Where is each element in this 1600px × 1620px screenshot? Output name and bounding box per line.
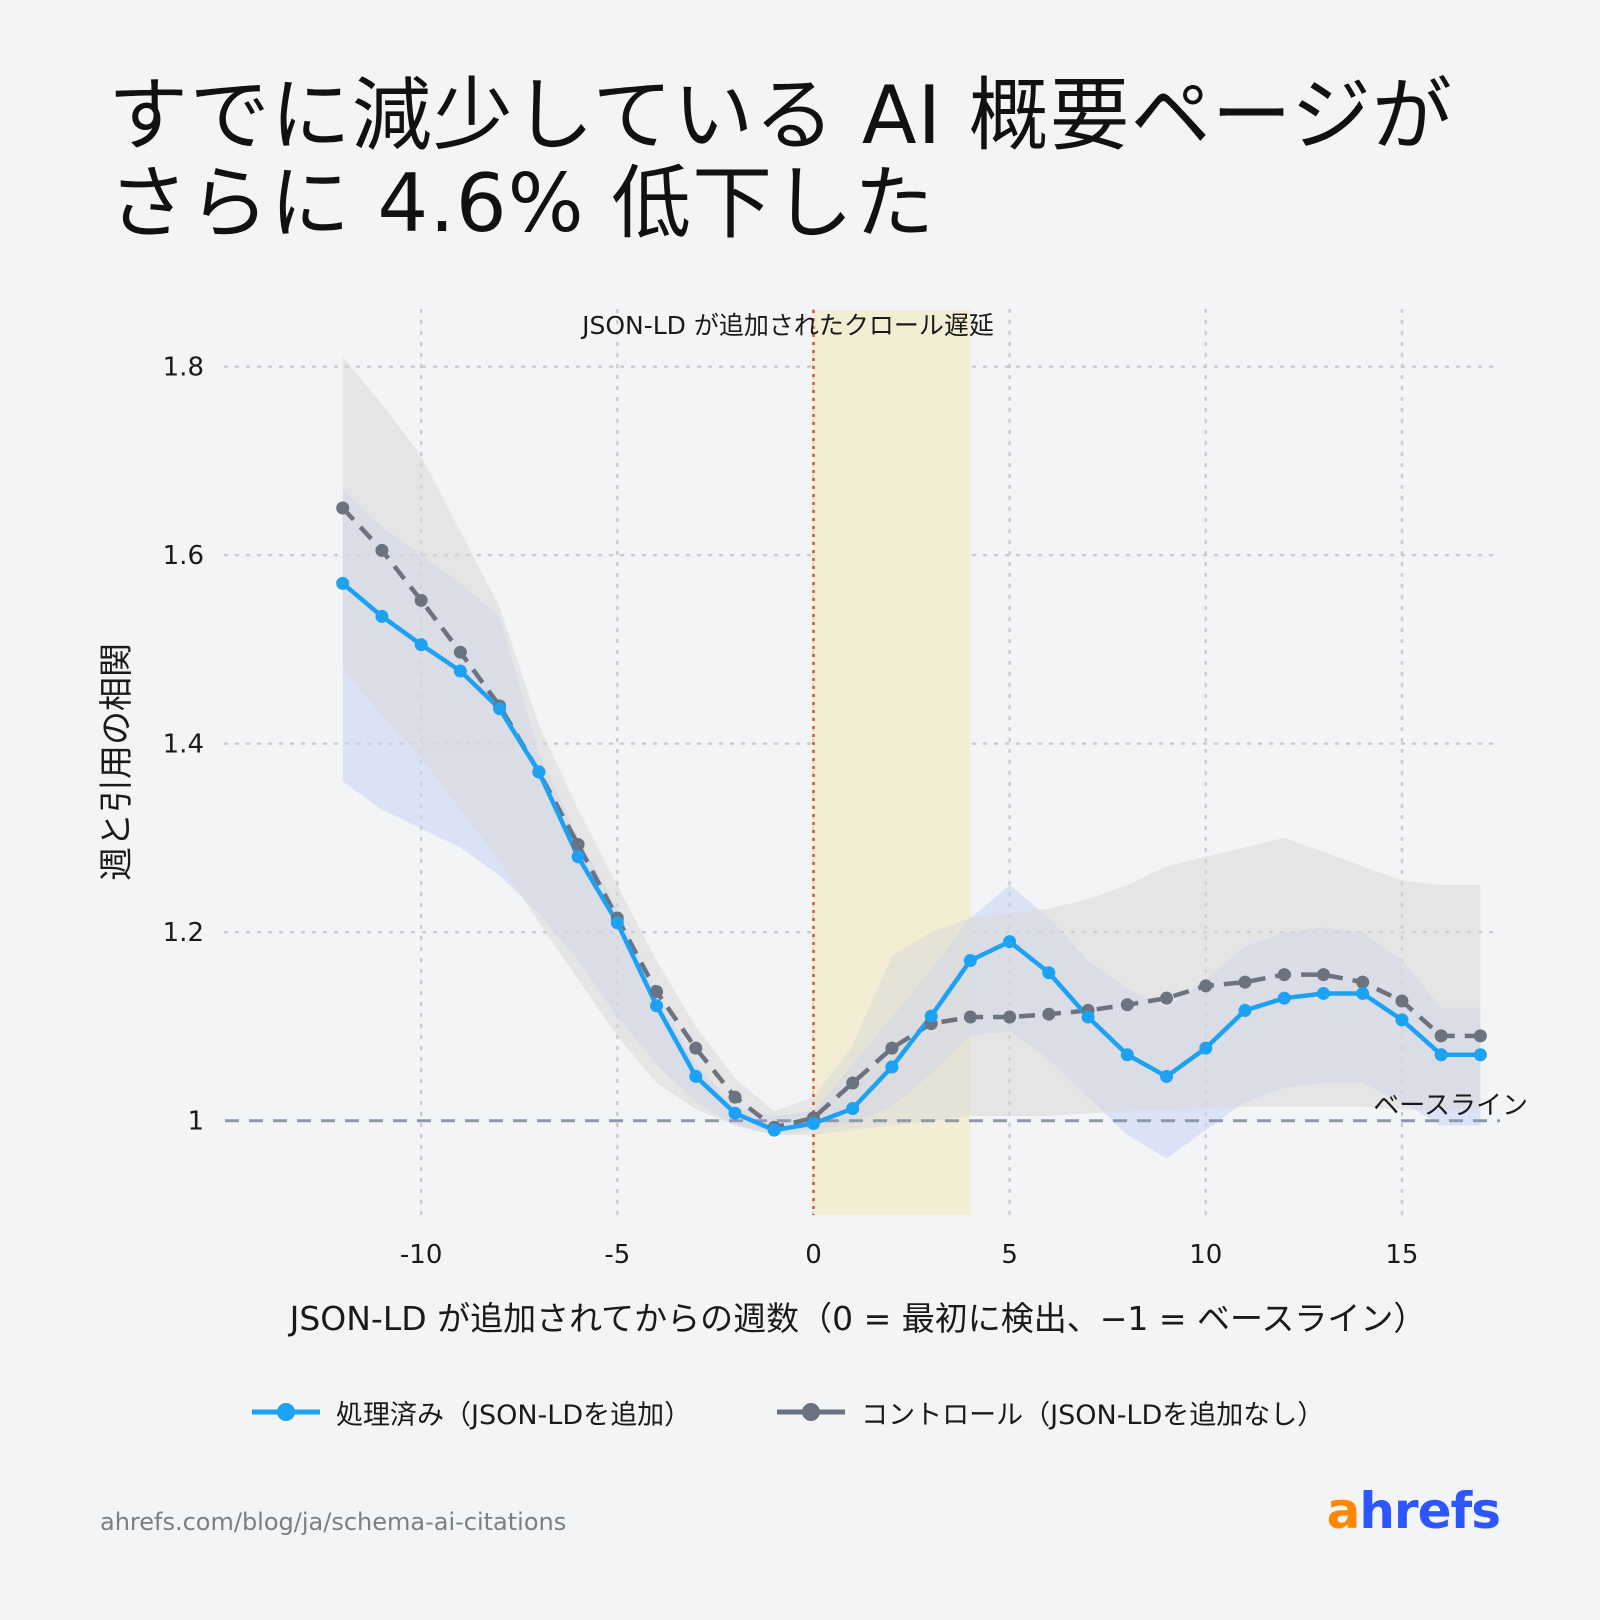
data-point-control [885, 1041, 899, 1055]
series-points [336, 501, 1487, 1137]
data-point-treated [1081, 1010, 1095, 1024]
legend-swatch-treated [252, 1403, 320, 1421]
data-point-control [963, 1010, 977, 1024]
data-point-control [1003, 1010, 1017, 1024]
data-point-treated [375, 609, 389, 623]
data-point-treated [532, 765, 546, 779]
page-title: すでに減少している AI 概要ページが さらに 4.6% 低下した [108, 72, 1528, 248]
data-point-control [1316, 968, 1330, 982]
series-line-treated [341, 581, 1481, 1133]
data-point-treated [885, 1060, 899, 1074]
data-point-control [453, 645, 467, 659]
data-point-treated [924, 1009, 938, 1023]
data-point-treated [963, 953, 977, 967]
title-line-2: さらに 4.6% 低下した [108, 157, 936, 250]
y-tick-label: 1.2 [163, 918, 204, 948]
data-point-control [1395, 994, 1409, 1008]
data-point-control [1199, 979, 1213, 993]
data-point-treated [336, 576, 350, 590]
data-point-control [1160, 991, 1174, 1005]
data-point-treated [1160, 1069, 1174, 1083]
data-point-control [336, 501, 350, 515]
legend: 処理済み（JSON-LDを追加） コントロール（JSON-LDを追加なし） [250, 1392, 1324, 1432]
data-point-control [571, 838, 585, 852]
reference-lines [225, 310, 1500, 1215]
legend-swatch-control [777, 1403, 846, 1421]
crawl-delay-label: JSON-LD が追加されたクロール遅延 [580, 311, 994, 340]
ahrefs-logo: ahrefs [1326, 1482, 1501, 1540]
data-point-treated [1316, 986, 1330, 1000]
data-point-treated [767, 1123, 781, 1137]
data-point-treated [414, 638, 428, 652]
y-axis-label: 週と引用の相関 [97, 643, 137, 881]
x-tick-label: -10 [400, 1240, 442, 1270]
data-point-treated [1003, 935, 1017, 949]
data-point-control [1120, 998, 1134, 1012]
logo-part-rest: hrefs [1359, 1482, 1501, 1540]
data-point-treated [493, 702, 507, 716]
legend-label-treated: 処理済み（JSON-LDを追加） [336, 1399, 692, 1431]
data-point-treated [1434, 1048, 1448, 1062]
data-point-treated [571, 850, 585, 864]
data-point-control [1238, 975, 1252, 989]
data-point-treated [1199, 1041, 1213, 1055]
data-point-treated [689, 1069, 703, 1083]
axis-labels: -10 -5 0 5 10 15 1 1.2 1.4 1.6 1.8 [163, 353, 1419, 1270]
data-point-control [375, 543, 389, 557]
data-point-control [689, 1041, 703, 1055]
data-point-treated [1473, 1048, 1487, 1062]
x-tick-label: -5 [604, 1240, 630, 1270]
data-point-treated [1356, 986, 1370, 1000]
data-point-treated [650, 999, 664, 1013]
logo-part-a: a [1326, 1482, 1361, 1540]
data-point-treated [806, 1117, 820, 1131]
y-tick-label: 1.6 [163, 541, 204, 571]
data-point-treated [728, 1106, 742, 1120]
data-point-control [650, 985, 664, 999]
data-point-treated [1120, 1048, 1134, 1062]
data-point-control [728, 1090, 742, 1104]
baseline-label: ベースライン [1373, 1091, 1528, 1121]
x-tick-label: 0 [805, 1240, 822, 1270]
x-tick-label: 15 [1385, 1240, 1418, 1270]
x-tick-label: 10 [1189, 1240, 1222, 1270]
data-point-control [846, 1076, 860, 1090]
data-point-control [1434, 1029, 1448, 1043]
x-tick-label: 5 [1001, 1240, 1018, 1270]
series-lines [341, 506, 1481, 1133]
data-point-treated [610, 916, 624, 930]
data-point-control [1473, 1029, 1487, 1043]
y-tick-label: 1 [187, 1107, 204, 1137]
data-point-control [1277, 968, 1291, 982]
y-tick-label: 1.4 [163, 730, 204, 760]
data-point-control [1356, 975, 1370, 989]
legend-item-treated: 処理済み（JSON-LDを追加） [250, 1393, 691, 1432]
data-point-control [1042, 1007, 1056, 1021]
title-line-1: すでに減少している AI 概要ページが [108, 69, 1453, 162]
legend-label-control: コントロール（JSON-LDを追加なし） [861, 1399, 1325, 1431]
data-point-treated [1395, 1013, 1409, 1027]
data-point-treated [1042, 966, 1056, 980]
y-tick-label: 1.8 [163, 353, 204, 383]
legend-item-control: コントロール（JSON-LDを追加なし） [775, 1393, 1324, 1432]
data-point-treated [1238, 1003, 1252, 1017]
data-point-treated [846, 1101, 860, 1115]
data-point-treated [453, 664, 467, 678]
line-chart: -10 -5 0 5 10 15 1 1.2 1.4 1.6 1.8 JSON-LD が追加されたク… [97, 308, 1528, 1338]
source-url: ahrefs.com/blog/ja/schema-ai-citations [100, 1508, 567, 1536]
x-axis-label: JSON-LD が追加されてからの週数（0 = 最初に検出、−1 = ベースライ… [288, 1299, 1427, 1338]
data-point-control [414, 593, 428, 607]
data-point-treated [1277, 991, 1291, 1005]
